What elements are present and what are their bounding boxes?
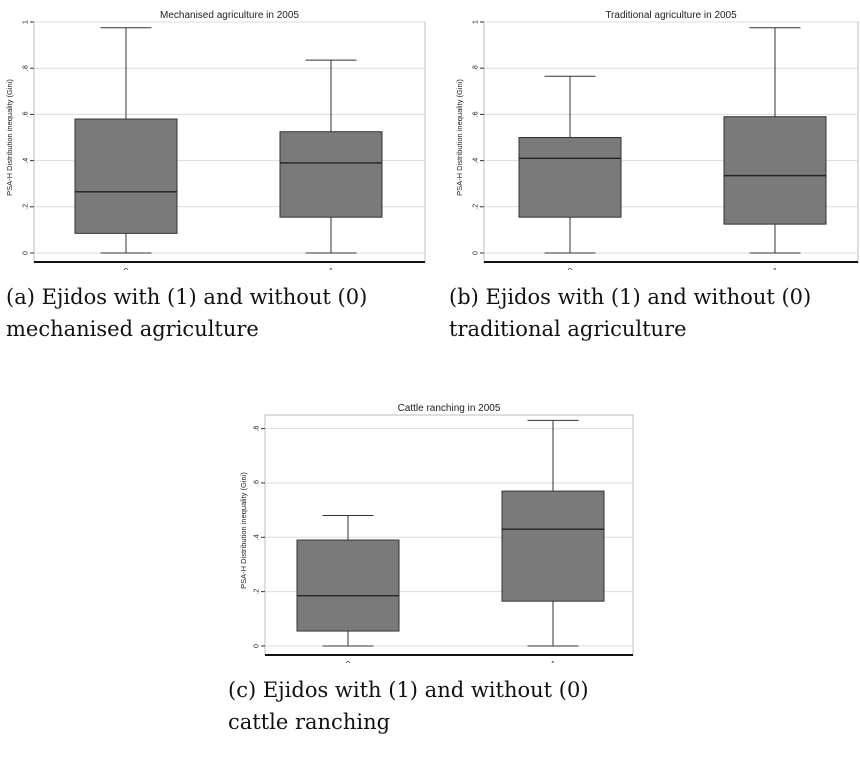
boxplot-traditional: Traditional agriculture in 2005 0 .2 .4 .6 .8… xyxy=(455,10,859,285)
box xyxy=(501,490,605,602)
y-tick-label: .8 xyxy=(473,65,480,71)
caption-b-line1: (b) Ejidos with (1) and without (0) xyxy=(449,285,812,309)
caption-c-line1: (c) Ejidos with (1) and without (0) xyxy=(228,678,589,702)
y-tick-label: .2 xyxy=(473,204,480,210)
x-category-label: 1 xyxy=(329,267,334,270)
box xyxy=(518,137,622,218)
y-tick-label: .2 xyxy=(23,204,30,210)
chart-title: Cattle ranching in 2005 xyxy=(398,403,501,414)
x-category-label: 0 xyxy=(568,267,573,270)
y-tick-label: 1 xyxy=(473,20,480,24)
y-tick-label: .4 xyxy=(254,534,261,540)
caption-a-line2: mechanised agriculture xyxy=(6,317,259,341)
x-category-label: 1 xyxy=(551,660,556,663)
y-tick-label: .4 xyxy=(23,158,30,164)
chart-panel-b: Traditional agriculture in 2005 0 .2 .4 .6 .8… xyxy=(430,0,860,285)
boxplot-mechanised: Mechanised agriculture in 2005 0 .2 .4 .6 .8 1… xyxy=(5,10,426,285)
y-tick-label: 0 xyxy=(254,644,261,648)
y-tick-label: .6 xyxy=(23,111,30,117)
box xyxy=(723,116,827,225)
caption-c: (c) Ejidos with (1) and without (0) catt… xyxy=(228,674,589,738)
chart-title: Traditional agriculture in 2005 xyxy=(605,10,737,21)
chart-title: Mechanised agriculture in 2005 xyxy=(160,10,299,21)
box xyxy=(296,539,400,632)
y-tick-label: 0 xyxy=(23,251,30,255)
y-tick-label: 1 xyxy=(23,20,30,24)
y-tick-label: .8 xyxy=(23,65,30,71)
caption-b-line2: traditional agriculture xyxy=(449,317,687,341)
box xyxy=(279,131,383,218)
y-tick-label: .6 xyxy=(254,480,261,486)
caption-b: (b) Ejidos with (1) and without (0) trad… xyxy=(449,281,811,345)
x-category-label: 0 xyxy=(124,267,129,270)
caption-a-line1: (a) Ejidos with (1) and without (0) xyxy=(6,285,368,309)
y-tick-label: .4 xyxy=(473,158,480,164)
caption-a: (a) Ejidos with (1) and without (0) mech… xyxy=(6,281,367,345)
x-category-label: 0 xyxy=(346,660,351,663)
box xyxy=(74,118,178,234)
y-axis-label: PSA-H Distribution inequality (Gini) xyxy=(239,472,248,589)
y-axis-label: PSA-H Distribution inequality (Gini) xyxy=(455,79,464,196)
y-tick-label: .2 xyxy=(254,589,261,595)
chart-panel-a: Mechanised agriculture in 2005 0 .2 .4 .6 .8 1… xyxy=(0,0,430,285)
y-tick-label: .8 xyxy=(254,426,261,432)
y-axis-label: PSA-H Distribution inequality (Gini) xyxy=(5,79,14,196)
y-tick-label: 0 xyxy=(473,251,480,255)
y-tick-label: .6 xyxy=(473,111,480,117)
x-category-label: 1 xyxy=(773,267,778,270)
boxplot-cattle: Cattle ranching in 2005 0 .2 .4 .6 .8 PSA-H Di… xyxy=(239,403,634,678)
caption-c-line2: cattle ranching xyxy=(228,710,391,734)
chart-panel-c: Cattle ranching in 2005 0 .2 .4 .6 .8 PSA-H Di… xyxy=(230,393,640,678)
